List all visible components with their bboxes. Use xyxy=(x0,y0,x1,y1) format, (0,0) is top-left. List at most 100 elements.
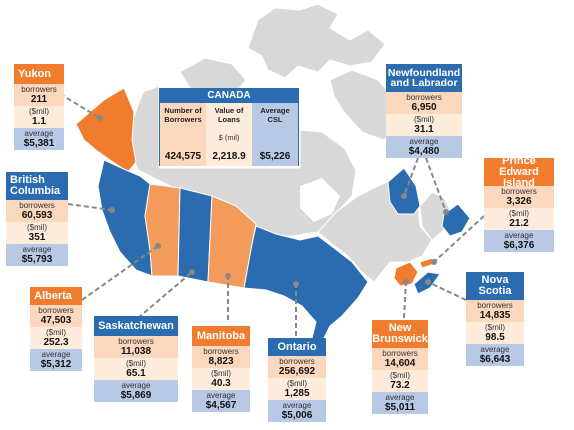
average-value: $6,643 xyxy=(479,354,511,365)
borrowers-label: borrowers xyxy=(501,187,537,196)
canada-loans-unit: $ (mil) xyxy=(218,133,240,142)
mil-value: 40.3 xyxy=(211,378,231,389)
hudson-bay-gap xyxy=(300,178,340,222)
mil-label: ($mil) xyxy=(27,223,47,232)
mil-label: ($mil) xyxy=(46,328,66,337)
average-value: $5,011 xyxy=(384,402,416,413)
new-brunswick-region xyxy=(393,261,419,287)
borrowers-label: borrowers xyxy=(477,301,513,310)
british-columbia-region xyxy=(97,159,153,277)
borrowers-label: borrowers xyxy=(279,357,315,366)
borrowers-value: 211 xyxy=(30,94,48,105)
borrowers-value: 14,604 xyxy=(384,358,416,369)
mil-value: 73.2 xyxy=(390,380,410,391)
labrador-mainland xyxy=(387,167,421,215)
leader-dot-newfoundland-1 xyxy=(401,193,407,199)
leader-dot-alberta xyxy=(155,243,161,249)
manitoba-box: Manitoba borrowers 8,823 ($mil) 40.3 avera… xyxy=(192,326,250,412)
canada-average-label: Average CSL xyxy=(260,106,290,124)
average-label: average xyxy=(121,381,151,390)
canada-borrowers-column: Number of Borrowers 424,575 xyxy=(160,103,206,166)
leader-dot-yukon xyxy=(97,115,103,121)
borrowers-value: 6,950 xyxy=(411,102,437,113)
borrowers-label: borrowers xyxy=(406,93,442,102)
mil-value: 98.5 xyxy=(485,332,505,343)
province-name: Yukon xyxy=(14,64,64,84)
average-value: $4,567 xyxy=(205,400,237,411)
leader-dot-saskatchewan xyxy=(189,269,195,275)
canada-borrowers-value: 424,575 xyxy=(164,151,202,162)
mil-label: ($mil) xyxy=(287,379,307,388)
borrowers-value: 14,835 xyxy=(479,310,511,321)
yukon-box: Yukon borrowers 211 ($mil) 1.1 average $5,3… xyxy=(14,64,64,150)
leader-dot-nova-scotia xyxy=(425,279,431,285)
leader-pei xyxy=(433,215,485,263)
mil-label: ($mil) xyxy=(509,209,529,218)
borrowers-label: borrowers xyxy=(38,306,74,315)
leader-dot-ontario xyxy=(293,281,299,287)
borrowers-label: borrowers xyxy=(21,85,57,94)
average-value: $5,869 xyxy=(120,390,152,401)
mil-label: ($mil) xyxy=(29,107,49,116)
average-label: average xyxy=(24,129,54,138)
borrowers-label: borrowers xyxy=(382,349,418,358)
average-value: $4,480 xyxy=(408,146,440,157)
average-label: average xyxy=(282,401,312,410)
average-value: $6,376 xyxy=(503,240,535,251)
arctic-island-west xyxy=(179,57,247,93)
saskatchewan-box: Saskatchewan borrowers 11,038 ($mil) 65.1 … xyxy=(94,316,178,402)
leader-dot-manitoba xyxy=(225,273,231,279)
borrowers-value: 8,823 xyxy=(208,356,234,367)
alberta-box: Alberta borrowers 47,503 ($mil) 252.3 aver… xyxy=(30,287,82,371)
leader-dot-british-columbia xyxy=(109,207,115,213)
borrowers-value: 3,326 xyxy=(506,196,532,207)
mil-value: 351 xyxy=(28,232,46,243)
average-label: average xyxy=(22,245,52,254)
province-name: Prince Edward Island xyxy=(484,155,554,188)
leader-newfoundland-1 xyxy=(403,157,419,197)
average-value: $5,312 xyxy=(40,359,72,370)
borrowers-value: 47,503 xyxy=(40,315,72,326)
borrowers-value: 11,038 xyxy=(120,346,152,357)
ontario-box: Ontario borrowers 256,692 ($mil) 1,285 ave… xyxy=(268,338,326,422)
pei-box: Prince Edward Island borrowers 3,326 ($mi… xyxy=(484,155,554,252)
ontario-region xyxy=(243,225,369,343)
province-name: Manitoba xyxy=(192,326,250,346)
canada-average-column: Average CSL $5,226 xyxy=(252,103,298,166)
province-name: Newfoundland and Labrador xyxy=(386,64,462,92)
province-name: Ontario xyxy=(268,338,326,356)
leader-newfoundland-2 xyxy=(425,157,447,213)
average-value: $5,006 xyxy=(281,410,313,421)
mil-label: ($mil) xyxy=(390,371,410,380)
arctic-islands xyxy=(247,3,386,79)
leader-dot-pei xyxy=(431,259,437,265)
average-label: average xyxy=(385,393,415,402)
average-value: $5,381 xyxy=(23,138,55,149)
canada-average-value: $5,226 xyxy=(259,151,291,162)
mil-label: ($mil) xyxy=(485,323,505,332)
british-columbia-box: British Columbia borrowers 60,593 ($mil) 3… xyxy=(6,172,68,266)
province-name: Nova Scotia xyxy=(466,272,524,300)
average-label: average xyxy=(409,137,439,146)
saskatchewan-region xyxy=(177,187,213,283)
leader-nova-scotia xyxy=(427,281,467,301)
borrowers-label: borrowers xyxy=(19,201,55,210)
mil-label: ($mil) xyxy=(126,359,146,368)
canada-loans-value: 2,218.9 xyxy=(212,151,246,162)
borrowers-label: borrowers xyxy=(203,347,239,356)
province-name: Alberta xyxy=(30,287,82,305)
average-label: average xyxy=(504,231,534,240)
average-label: average xyxy=(480,345,510,354)
canada-loans-label: Value of Loans xyxy=(214,106,244,124)
mil-value: 1.1 xyxy=(32,116,46,127)
leader-new-brunswick xyxy=(403,281,407,319)
yukon-region xyxy=(75,87,137,173)
leader-saskatchewan xyxy=(137,271,193,319)
canada-summary-box: CANADA Number of Borrowers 424,575 Value… xyxy=(159,88,299,166)
average-label: average xyxy=(206,391,236,400)
new-brunswick-box: New Brunswick borrowers 14,604 ($mil) 73.2… xyxy=(372,320,428,414)
canada-loans-column: Value of Loans $ (mil) 2,218.9 xyxy=(206,103,252,166)
newfoundland-labrador-box: Newfoundland and Labrador borrowers 6,950… xyxy=(386,64,462,158)
average-value: $5,793 xyxy=(21,254,53,265)
